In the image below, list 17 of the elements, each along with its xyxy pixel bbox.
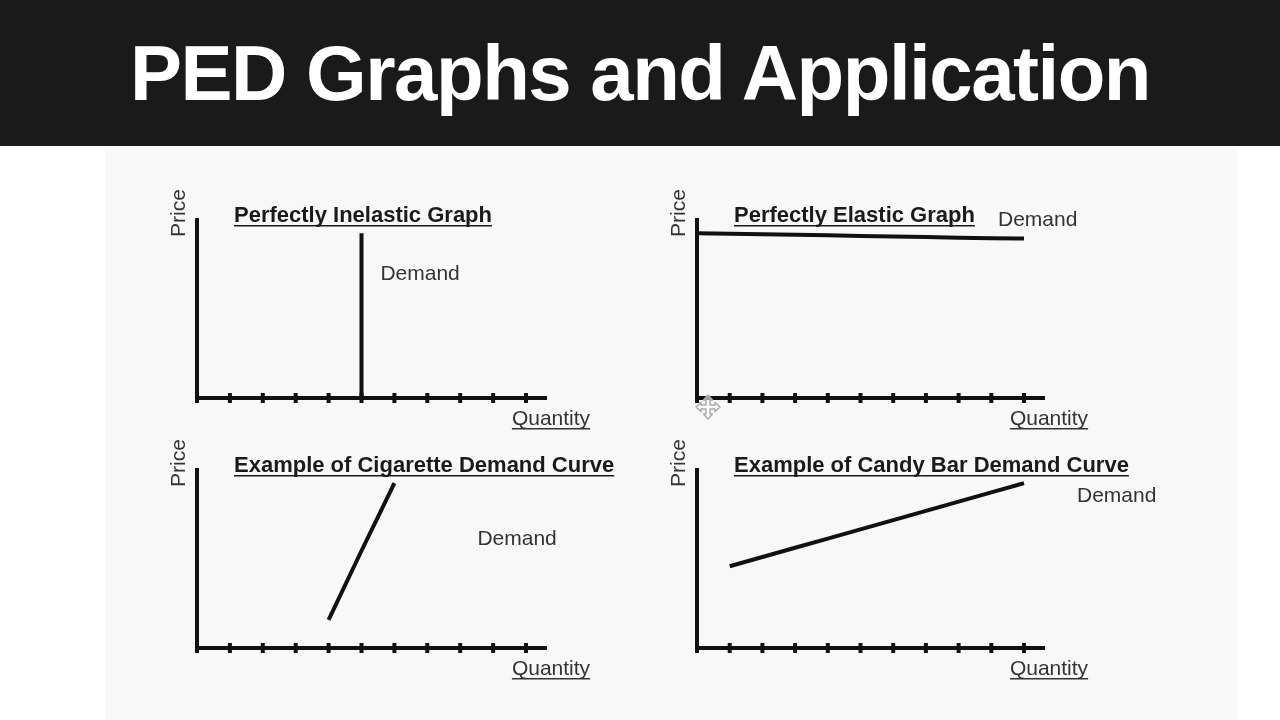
chart-title: Example of Candy Bar Demand Curve	[734, 452, 1129, 477]
text: Demand	[1077, 483, 1157, 507]
x-axis-title: Quantity	[511, 656, 591, 679]
x-axis-title: Quantity	[1009, 406, 1089, 429]
chart-title: Example of Cigarette Demand Curve	[234, 452, 615, 477]
series-label: Demand	[998, 206, 1078, 230]
text: PED Graphs and Application	[130, 29, 1150, 117]
y-axis-title: Price	[166, 189, 189, 237]
y-axis-title: Price	[666, 189, 689, 237]
x-axis-title: Quantity	[511, 406, 591, 429]
x-axis-title: Quantity	[1009, 656, 1089, 679]
chart-title: Perfectly Elastic Graph	[734, 202, 975, 227]
series-label: Demand	[380, 261, 460, 284]
y-axis-title: Price	[166, 439, 189, 487]
text: Demand	[477, 526, 557, 550]
chart-title: Perfectly Inelastic Graph	[234, 202, 492, 227]
y-axis-title: Price	[666, 439, 689, 487]
